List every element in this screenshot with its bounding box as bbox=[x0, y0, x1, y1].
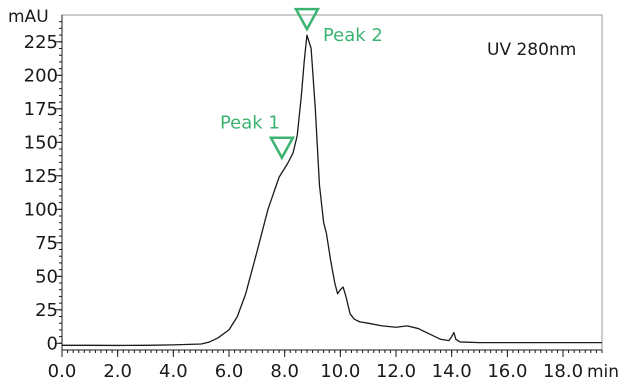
x-tick-label: 10.0 bbox=[320, 361, 360, 382]
y-tick-label: 125 bbox=[24, 166, 58, 187]
peak-label: Peak 2 bbox=[323, 25, 383, 46]
y-tick-label: 75 bbox=[35, 233, 58, 254]
x-tick-label: 2.0 bbox=[103, 361, 132, 382]
y-tick-label: 25 bbox=[35, 300, 58, 321]
peak-markers: Peak 1 Peak 2 bbox=[220, 7, 383, 161]
y-axis-unit-label: mAU bbox=[8, 7, 49, 27]
y-tick-label: 50 bbox=[35, 266, 58, 287]
x-axis-unit-label: min bbox=[587, 362, 619, 382]
peak-label: Peak 1 bbox=[220, 113, 280, 134]
x-tick-label: 14.0 bbox=[432, 361, 472, 382]
x-tick-label: 8.0 bbox=[270, 361, 299, 382]
y-tick-label: 200 bbox=[24, 65, 58, 86]
x-tick-label: 18.0 bbox=[543, 361, 583, 382]
peak-marker-triangle bbox=[293, 7, 321, 32]
chromatogram-trace bbox=[62, 34, 602, 347]
y-tick-label: 225 bbox=[24, 32, 58, 53]
y-tick-label: 150 bbox=[24, 132, 58, 153]
y-tick-label: 175 bbox=[24, 99, 58, 120]
x-axis: 0.0 2.0 4.0 6.0 8.0 10.0 12.0 14.0 16.0 18.0 bbox=[48, 349, 603, 382]
x-tick-label: 0.0 bbox=[48, 361, 77, 382]
y-tick-label: 100 bbox=[24, 199, 58, 220]
detector-annotation: UV 280nm bbox=[487, 40, 576, 60]
y-axis: 0 25 50 75 100 125 150 175 200 225 bbox=[24, 15, 63, 354]
peak-marker-triangle bbox=[268, 136, 296, 161]
x-tick-label: 16.0 bbox=[487, 361, 527, 382]
x-tick-label: 12.0 bbox=[376, 361, 416, 382]
series-layer bbox=[62, 34, 602, 347]
x-tick-label: 4.0 bbox=[159, 361, 188, 382]
y-tick-label: 0 bbox=[47, 333, 58, 354]
x-tick-label: 6.0 bbox=[215, 361, 244, 382]
